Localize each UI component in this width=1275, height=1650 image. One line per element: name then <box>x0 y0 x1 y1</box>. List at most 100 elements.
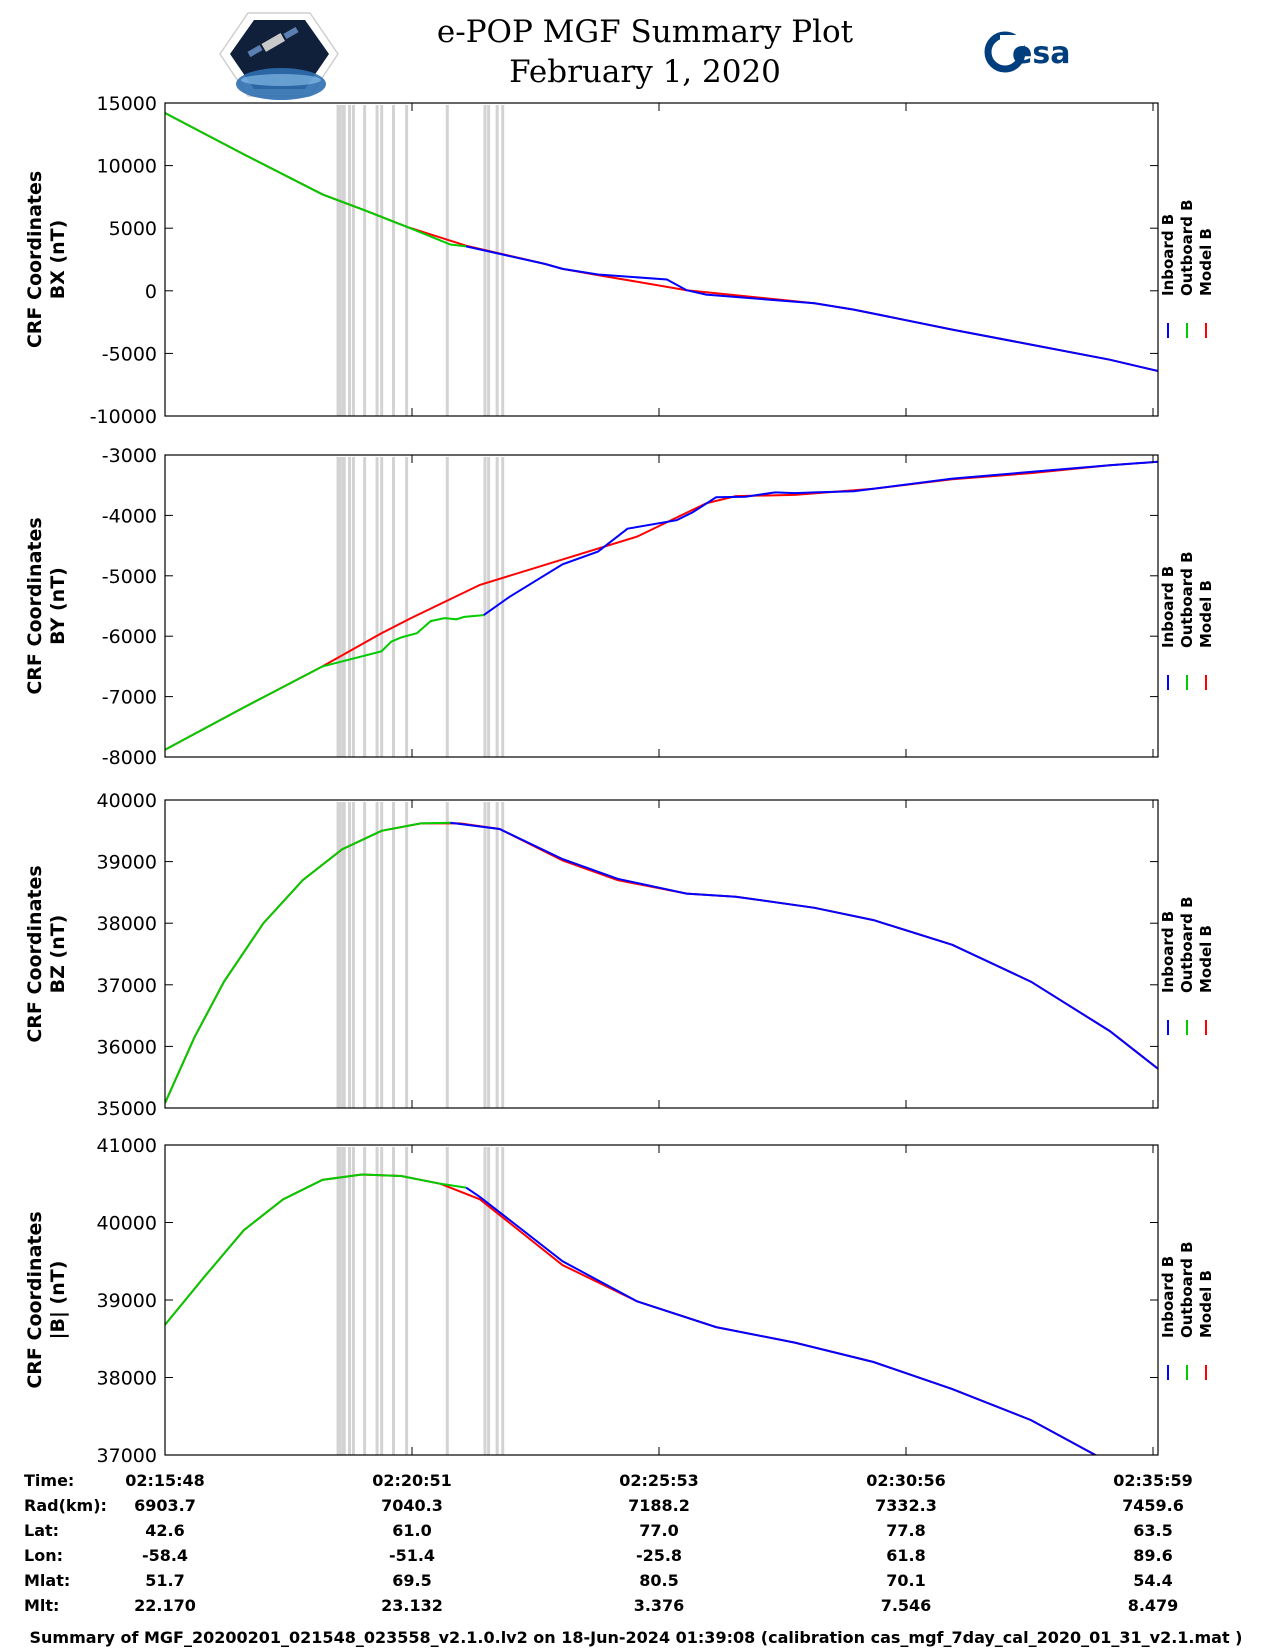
data-gap-band <box>495 457 499 757</box>
data-gap-band <box>495 802 499 1108</box>
table-cell: 63.5 <box>1133 1521 1172 1540</box>
y-tick-label: 10000 <box>97 156 157 178</box>
title-line-2: February 1, 2020 <box>509 54 781 90</box>
panel-1: 15000 10000 5000 0 -5000 -10000 CRF Coordinate… <box>24 93 1215 428</box>
data-gap-band <box>405 457 409 757</box>
data-gap-band <box>487 802 491 1108</box>
data-gap-band <box>351 802 355 1108</box>
table-cell: 70.1 <box>886 1571 925 1590</box>
data-gap-band <box>380 802 384 1108</box>
plot-frame <box>164 454 1159 758</box>
data-gap-band <box>495 1147 499 1455</box>
y-tick-label: 41000 <box>97 1135 157 1157</box>
cassiope-logo <box>219 12 339 100</box>
series-inboard-b <box>465 245 1158 373</box>
data-gap-band <box>348 802 352 1108</box>
plot-frame <box>164 799 1159 1109</box>
table-cell: 69.5 <box>392 1571 431 1590</box>
y-tick-label: -10000 <box>90 406 157 428</box>
panel-4: 41000 40000 39000 38000 37000 CRF Coordinates… <box>24 1135 1215 1467</box>
y-tick-label: -6000 <box>102 626 157 648</box>
table-cell: 77.8 <box>886 1521 925 1540</box>
data-gap-band <box>351 457 355 757</box>
data-gap-band <box>351 1147 355 1455</box>
plot-frame <box>164 102 1159 417</box>
data-gap-band <box>348 457 352 757</box>
data-gap-band <box>363 457 367 757</box>
data-gap-band <box>391 105 395 416</box>
panels: 15000 10000 5000 0 -5000 -10000 CRF Coordinate… <box>24 93 1215 1467</box>
y-tick-label: 38000 <box>97 913 157 935</box>
series-model-b <box>165 460 1158 751</box>
data-gap-band <box>375 457 379 757</box>
y-tick-label: -4000 <box>102 505 157 527</box>
table-cell: -25.8 <box>636 1546 682 1565</box>
data-gap-band <box>483 1147 487 1455</box>
table-cell: 02:25:53 <box>619 1471 699 1490</box>
y-tick-label: 36000 <box>97 1036 157 1058</box>
plot-frame <box>164 1144 1159 1456</box>
panel-3: 40000 39000 38000 37000 36000 35000 CRF Coordi… <box>24 790 1215 1120</box>
y-tick-label: 35000 <box>97 1098 157 1120</box>
data-gap-band <box>341 802 346 1108</box>
series-model-b <box>165 822 1158 1104</box>
legend-label: Outboard B <box>1178 896 1196 993</box>
data-gap-band <box>405 802 409 1108</box>
data-gap-band <box>405 1147 409 1455</box>
y-tick-label: 38000 <box>97 1368 157 1390</box>
y-tick-label: -8000 <box>102 747 157 769</box>
series-outboard-b <box>165 821 451 1104</box>
table-cell: 77.0 <box>639 1521 678 1540</box>
data-gap-band <box>380 1147 384 1455</box>
table-cell: 7332.3 <box>875 1496 937 1515</box>
y-tick-label: 39000 <box>97 852 157 874</box>
data-gap-band <box>483 802 487 1108</box>
table-row-label: Mlt: <box>24 1596 59 1615</box>
legend-label: Outboard B <box>1178 199 1196 296</box>
legend-label: Inboard B <box>1159 214 1177 296</box>
legend-label: Model B <box>1197 228 1215 296</box>
data-gap-band <box>336 802 342 1108</box>
data-gap-band <box>336 105 342 416</box>
y-tick-label: -3000 <box>102 445 157 467</box>
data-gap-band <box>363 802 367 1108</box>
data-gap-band <box>391 802 395 1108</box>
table-cell: 54.4 <box>1133 1571 1172 1590</box>
esa-logo: esa <box>984 31 1070 73</box>
table-cell: -58.4 <box>142 1546 188 1565</box>
panel-2: -3000 -4000 -5000 -6000 -7000 -8000 CRF Coordi… <box>24 445 1215 769</box>
title-line-1: e-POP MGF Summary Plot <box>437 14 854 50</box>
data-gap-band <box>351 105 355 416</box>
data-gap-band <box>487 1147 491 1455</box>
series-inboard-b <box>483 460 1158 616</box>
table-cell: 22.170 <box>134 1596 196 1615</box>
data-gap-band <box>375 1147 379 1455</box>
legend-label: Inboard B <box>1159 911 1177 993</box>
legend-label: Inboard B <box>1159 566 1177 648</box>
table-row-label: Lon: <box>24 1546 63 1565</box>
data-gap-band <box>483 105 487 416</box>
data-gap-band <box>336 1147 342 1455</box>
series-model-b <box>165 112 1158 373</box>
data-gap-band <box>391 1147 395 1455</box>
esa-logo-text: esa <box>1012 36 1070 71</box>
y-tick-label: 37000 <box>97 1445 157 1467</box>
legend-label: Outboard B <box>1178 1241 1196 1338</box>
table-row-label: Rad(km): <box>24 1496 107 1515</box>
table-row-label: Lat: <box>24 1521 59 1540</box>
data-gap-band <box>375 802 379 1108</box>
table-cell: 80.5 <box>639 1571 678 1590</box>
data-gap-band <box>405 105 409 416</box>
footer-summary: Summary of MGF_20200201_021548_023558_v2… <box>30 1628 1243 1647</box>
legend-label: Inboard B <box>1159 1256 1177 1338</box>
data-gap-band <box>391 457 395 757</box>
y-tick-label: 39000 <box>97 1290 157 1312</box>
y-tick-label: 15000 <box>97 93 157 115</box>
y-tick-label: -5000 <box>102 566 157 588</box>
table-cell: 02:20:51 <box>372 1471 452 1490</box>
table-cell: 6903.7 <box>134 1496 196 1515</box>
data-gap-band <box>341 105 346 416</box>
data-gap-band <box>501 105 505 416</box>
series-model-b <box>165 1173 1098 1455</box>
y-tick-label: -5000 <box>102 343 157 365</box>
